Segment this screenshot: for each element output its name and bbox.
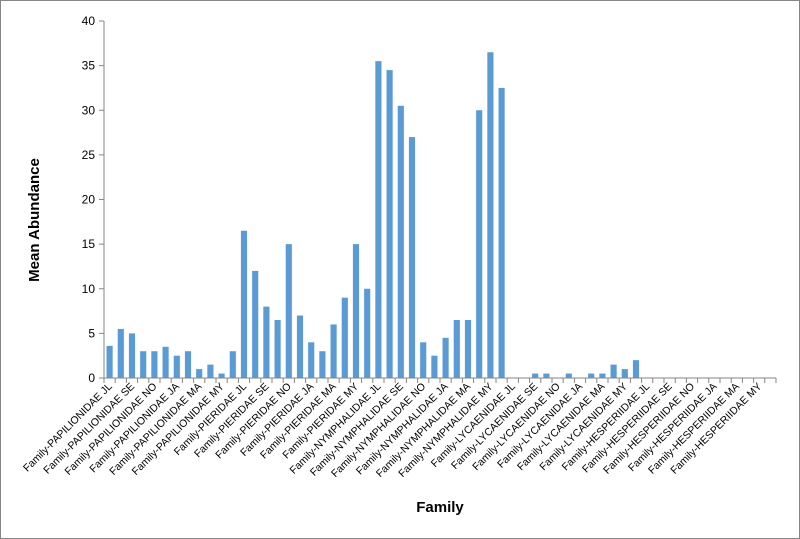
bar: [151, 351, 158, 378]
bar: [184, 351, 192, 378]
bar: [632, 360, 640, 378]
bar: [330, 324, 337, 378]
bar: [420, 342, 427, 378]
y-tick-label: 0: [88, 371, 95, 385]
bar: [341, 297, 348, 378]
bar: [476, 110, 483, 378]
bar: [196, 369, 203, 378]
bar: [565, 373, 572, 378]
bar: [453, 319, 460, 378]
axes: [103, 21, 776, 379]
bar: [162, 346, 169, 378]
bar: [117, 328, 124, 378]
bar: [252, 270, 259, 378]
bar: [128, 333, 136, 378]
bar: [229, 351, 236, 378]
bar: [364, 288, 371, 378]
bar: [599, 373, 606, 378]
bar: [621, 369, 628, 378]
y-tick-label: 15: [82, 237, 96, 251]
bar: [442, 337, 449, 378]
bar: [487, 52, 494, 379]
bar: [140, 351, 147, 378]
bar: [263, 306, 270, 378]
bar: [431, 355, 438, 378]
y-axis-title: Mean Abundance: [26, 158, 43, 282]
bar: [218, 373, 225, 378]
bars: [106, 52, 640, 379]
y-tick-label: 30: [82, 103, 96, 117]
bar: [207, 364, 214, 378]
bar: [498, 87, 505, 378]
bar: [386, 70, 393, 379]
y-tick-label: 25: [82, 148, 96, 162]
bar: [610, 364, 617, 378]
bar: [296, 315, 304, 378]
x-axis-title: Family: [416, 499, 464, 516]
bar: [464, 319, 472, 378]
bar: [285, 244, 292, 378]
y-tick-label: 35: [82, 59, 96, 73]
x-axis-ticks: [103, 378, 777, 383]
bar: [240, 230, 248, 378]
bar: [308, 342, 315, 378]
bar: [408, 137, 416, 378]
bar: [319, 351, 326, 378]
bar: [532, 373, 539, 378]
bar: [274, 319, 281, 378]
y-tick-label: 40: [82, 14, 96, 28]
bar: [352, 244, 360, 378]
y-axis-ticks: 0 5 10 15 20 25 30 35 40: [82, 14, 104, 385]
bar: [375, 61, 382, 378]
bar: [543, 373, 550, 378]
y-tick-label: 20: [82, 193, 96, 207]
bar: [173, 355, 180, 378]
bar: [397, 105, 404, 378]
y-tick-label: 5: [88, 326, 95, 340]
bar: [106, 345, 113, 378]
x-axis-tick-labels: Family-PAPILIONIDAE JLFamily-PAPILIONIDA…: [21, 381, 764, 480]
y-tick-label: 10: [82, 282, 96, 296]
bar: [588, 373, 595, 378]
